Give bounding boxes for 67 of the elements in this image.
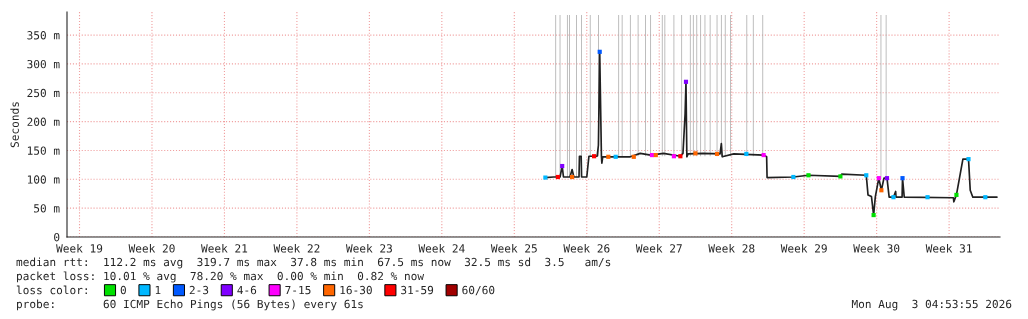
x-tick-label: Week 30 xyxy=(853,244,900,253)
x-tick-label: Week 20 xyxy=(128,244,175,253)
point xyxy=(671,154,676,159)
point xyxy=(838,174,843,179)
point xyxy=(954,192,959,197)
legend-label: 7-15 xyxy=(285,285,311,295)
x-tick-label: Week 31 xyxy=(925,244,972,253)
y-tick-label: 50 m xyxy=(34,204,60,213)
point xyxy=(791,174,796,180)
point xyxy=(592,154,597,159)
point xyxy=(879,188,884,193)
text: probe: 60 ICMP Echo Pings (56 Bytes) every 61s xyxy=(17,299,363,311)
point xyxy=(606,154,611,159)
point xyxy=(678,154,683,159)
point xyxy=(925,195,930,200)
point xyxy=(613,154,618,159)
point xyxy=(876,176,881,181)
point xyxy=(543,175,548,180)
x-tick-label: Week 29 xyxy=(780,244,827,253)
x-tick-label: Week 28 xyxy=(708,244,755,253)
point xyxy=(631,154,636,159)
point xyxy=(653,152,658,158)
text: median rtt: 112.2 ms avg 319.7 ms max 37.8 ms min 67.5 ms now 32.5 ms sd 3.5 am/s xyxy=(16,257,611,269)
x-tick-label: Week 19 xyxy=(56,244,103,253)
legend-title: loss color: xyxy=(16,285,87,295)
point xyxy=(744,151,749,157)
point xyxy=(864,173,869,178)
point xyxy=(983,195,988,200)
x-tick-label: Week 22 xyxy=(273,244,320,253)
point xyxy=(966,157,971,162)
legend-label: 16-30 xyxy=(340,285,372,295)
point xyxy=(761,152,766,158)
legend-label: 0 xyxy=(120,285,126,295)
y-tick-label: 250 m xyxy=(27,88,60,98)
point xyxy=(597,49,602,54)
text: Mon Aug 3 04:53:55 2026 xyxy=(851,299,1012,311)
legend-label: 2-3 xyxy=(189,285,209,295)
point xyxy=(884,176,890,181)
point xyxy=(714,151,720,157)
point xyxy=(693,151,698,156)
point xyxy=(806,173,811,178)
point xyxy=(649,152,654,158)
point xyxy=(555,174,560,180)
legend-label: 4-6 xyxy=(237,285,257,295)
y-tick-label: 150 m xyxy=(27,146,60,155)
text: packet loss: 10.01 % avg 78.20 % max 0.00 % min 0.82 % now xyxy=(17,271,425,283)
point xyxy=(560,163,565,169)
point xyxy=(900,176,905,181)
legend-label: 31-59 xyxy=(401,285,434,295)
y-tick-label: 200 m xyxy=(27,117,60,127)
point xyxy=(683,79,689,84)
y-axis-title: Seconds xyxy=(10,102,19,148)
x-tick-label: Week 23 xyxy=(345,244,392,253)
point xyxy=(570,174,575,180)
point xyxy=(871,212,876,218)
x-tick-label: Week 27 xyxy=(635,244,682,253)
x-tick-label: Week 21 xyxy=(201,244,248,253)
point xyxy=(891,195,896,200)
legend-label: 1 xyxy=(155,285,161,295)
x-tick-label: Week 26 xyxy=(563,244,610,253)
y-tick-label: 300 m xyxy=(27,59,60,69)
y-tick-label: 350 m xyxy=(27,31,60,40)
y-tick-label: 100 m xyxy=(27,175,60,184)
y-tick-label: 0 xyxy=(54,233,60,242)
x-tick-label: Week 24 xyxy=(418,244,465,253)
legend-label: 60/60 xyxy=(462,285,495,296)
x-tick-label: Week 25 xyxy=(490,244,537,253)
